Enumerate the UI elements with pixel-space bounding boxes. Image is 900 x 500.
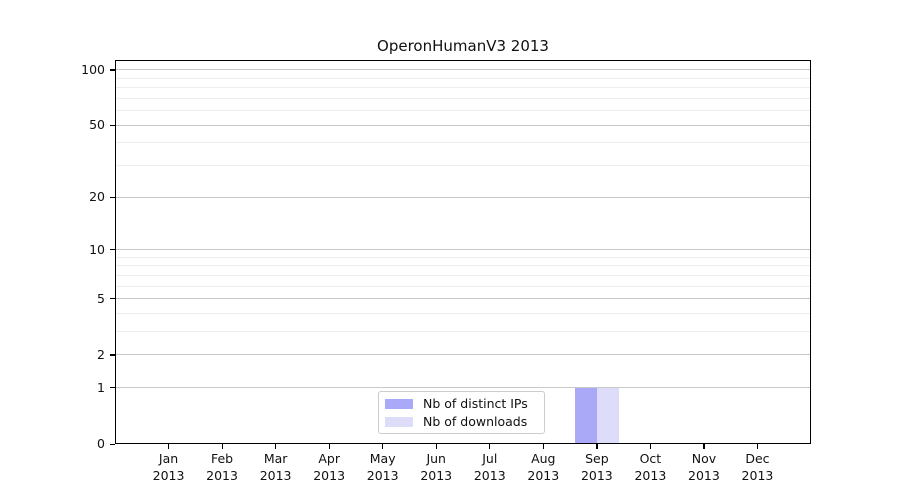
y-tick-label: 20: [89, 189, 105, 205]
minor-gridline: [116, 265, 810, 267]
major-gridline: [116, 387, 810, 389]
x-tick-mark: [328, 444, 330, 449]
x-tick-mark: [435, 444, 437, 449]
y-tick-label: 2: [97, 346, 105, 362]
x-tick-mark: [168, 444, 170, 449]
y-tick-mark: [110, 69, 115, 71]
legend-swatch-downloads-icon: [385, 416, 413, 427]
y-tick-mark: [110, 354, 115, 356]
minor-gridline: [116, 331, 810, 333]
major-gridline: [116, 354, 810, 356]
major-gridline: [116, 249, 810, 251]
minor-gridline: [116, 285, 810, 287]
minor-gridline: [116, 77, 810, 79]
x-tick-label: Sep 2013: [580, 451, 613, 483]
x-tick-mark: [542, 444, 544, 449]
bar-distinct-ips: [574, 387, 597, 444]
x-tick-label: Aug 2013: [527, 451, 560, 483]
y-tick-mark: [110, 249, 115, 251]
x-tick-label: Jan 2013: [152, 451, 185, 483]
minor-gridline: [116, 142, 810, 144]
x-tick-label: May 2013: [366, 451, 399, 483]
legend-item-downloads: Nb of downloads: [385, 414, 536, 429]
minor-gridline: [116, 256, 810, 258]
x-tick-label: Feb 2013: [206, 451, 238, 483]
y-tick-label: 50: [89, 117, 105, 133]
major-gridline: [116, 196, 810, 198]
chart-title: OperonHumanV3 2013: [377, 37, 549, 55]
x-tick-label: Nov 2013: [688, 451, 720, 483]
y-tick-mark: [110, 124, 115, 126]
legend-item-distinct-ips: Nb of distinct IPs: [385, 396, 536, 411]
minor-gridline: [116, 313, 810, 314]
major-gridline: [116, 69, 810, 71]
x-tick-mark: [649, 444, 652, 449]
x-tick-label: Oct 2013: [634, 451, 667, 483]
x-tick-mark: [596, 444, 598, 449]
x-tick-label: Dec 2013: [741, 451, 774, 483]
x-tick-label: Mar 2013: [259, 451, 292, 483]
minor-gridline: [116, 165, 810, 167]
x-tick-label: Jun 2013: [420, 451, 453, 483]
y-tick-mark: [110, 196, 115, 198]
y-tick-mark: [110, 387, 115, 389]
x-tick-mark: [275, 444, 277, 449]
x-tick-mark: [489, 444, 491, 449]
legend-label-distinct-ips: Nb of distinct IPs: [423, 396, 528, 411]
major-gridline: [116, 298, 810, 300]
y-tick-mark: [110, 298, 115, 300]
x-tick-mark: [221, 444, 223, 449]
x-tick-label: Jul 2013: [473, 451, 506, 483]
bar-downloads: [596, 387, 619, 444]
y-tick-label: 0: [97, 436, 105, 451]
minor-gridline: [116, 87, 810, 89]
legend: Nb of distinct IPs Nb of downloads: [378, 391, 545, 434]
x-tick-mark: [756, 444, 759, 449]
x-tick-mark: [382, 444, 384, 449]
minor-gridline: [116, 97, 810, 99]
minor-gridline: [116, 110, 810, 112]
y-tick-label: 10: [89, 241, 105, 257]
x-tick-mark: [703, 444, 705, 449]
legend-swatch-distinct-ips-icon: [385, 398, 413, 409]
major-gridline: [116, 124, 810, 126]
x-tick-label: Apr 2013: [313, 451, 346, 483]
minor-gridline: [116, 274, 810, 276]
y-tick-mark: [110, 443, 115, 445]
y-tick-label: 1: [97, 379, 105, 395]
legend-label-downloads: Nb of downloads: [423, 414, 528, 429]
y-tick-label: 100: [81, 61, 105, 77]
y-tick-label: 5: [97, 290, 105, 306]
